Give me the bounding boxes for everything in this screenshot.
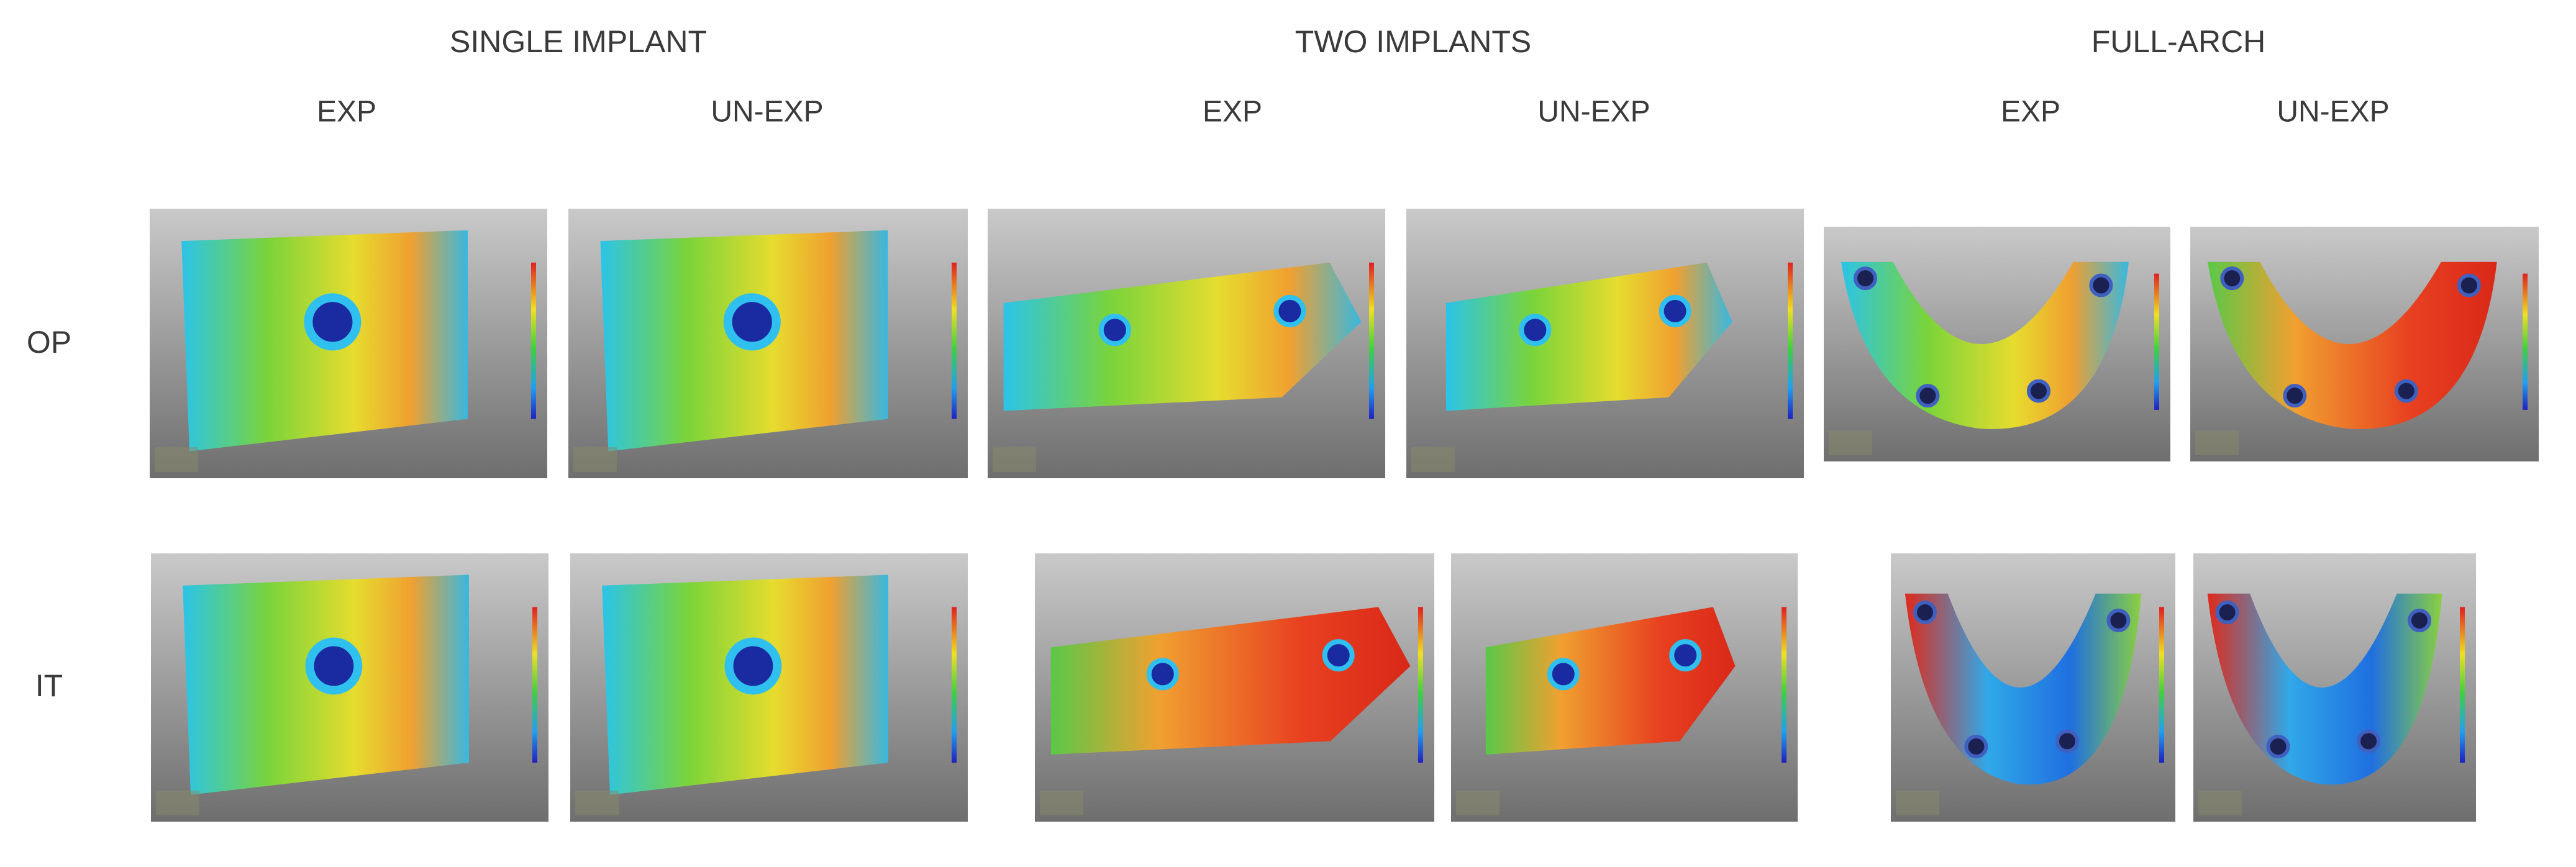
implant-site — [1322, 639, 1355, 672]
implant-site — [2106, 609, 2131, 632]
image-caption — [2198, 791, 2242, 815]
implant-site — [723, 293, 781, 351]
color-scale — [2159, 607, 2164, 763]
implant-site — [1547, 658, 1580, 691]
group-title: TWO IMPLANTS — [1295, 24, 1532, 59]
implant-site — [2394, 379, 2418, 403]
column-label: UN-EXP — [711, 96, 823, 129]
scan-image — [150, 209, 547, 478]
scan-surface — [1905, 593, 2142, 785]
scan-image — [2190, 227, 2539, 461]
color-scale — [1782, 607, 1786, 763]
image-caption — [156, 791, 199, 815]
implant-site — [1964, 735, 1988, 759]
implant-site — [2357, 729, 2381, 753]
scan-surface — [1841, 261, 2129, 429]
implant-site — [304, 293, 362, 351]
image-caption — [573, 447, 617, 472]
implant-site — [305, 637, 363, 695]
scan-image — [1035, 553, 1434, 822]
implant-site — [2220, 266, 2244, 291]
color-scale — [531, 262, 536, 419]
row-label: IT — [35, 668, 63, 703]
group-title: FULL-ARCH — [2091, 24, 2266, 59]
image-caption — [155, 447, 198, 472]
implant-site — [2055, 729, 2079, 753]
color-scale — [1788, 262, 1793, 419]
column-label: EXP — [2001, 96, 2060, 129]
color-scale — [952, 262, 957, 419]
scan-image — [151, 553, 548, 822]
implant-site — [1853, 266, 1877, 291]
implant-site — [2026, 379, 2050, 403]
row-label: OP — [27, 325, 71, 360]
implant-site — [2215, 601, 2239, 625]
scan-image — [988, 209, 1385, 478]
implant-site — [1916, 384, 1940, 408]
column-label: UN-EXP — [2277, 96, 2389, 129]
implant-site — [724, 637, 782, 695]
image-caption — [993, 447, 1036, 472]
column-label: EXP — [317, 96, 376, 129]
scan-image — [1824, 227, 2170, 461]
implant-site — [2266, 735, 2290, 759]
implant-site — [1519, 314, 1552, 347]
group-title: SINGLE IMPLANT — [450, 24, 707, 59]
color-scale — [1418, 607, 1423, 763]
scan-image — [1406, 209, 1804, 478]
scan-surface — [1050, 607, 1411, 755]
image-caption — [575, 791, 619, 815]
implant-site — [1659, 294, 1691, 327]
scan-image — [568, 209, 968, 478]
image-caption — [2195, 430, 2239, 455]
implant-site — [2089, 273, 2113, 297]
color-scale — [1369, 262, 1374, 419]
implant-site — [2408, 609, 2431, 632]
scan-surface — [1003, 262, 1362, 411]
scan-image — [1891, 553, 2175, 822]
scan-surface — [1446, 262, 1732, 411]
color-scale — [952, 607, 957, 763]
implant-site — [2457, 273, 2481, 297]
column-label: EXP — [1203, 96, 1262, 129]
color-scale — [2460, 607, 2465, 763]
scan-surface — [2208, 261, 2497, 429]
image-caption — [1040, 791, 1083, 815]
image-caption — [1456, 791, 1500, 815]
image-caption — [1896, 791, 1939, 815]
image-caption — [1411, 447, 1455, 472]
implant-site — [1146, 658, 1179, 691]
implant-site — [1913, 601, 1937, 625]
column-label: UN-EXP — [1537, 96, 1650, 129]
implant-site — [1273, 294, 1306, 327]
scan-surface — [1485, 607, 1736, 755]
implant-site — [1098, 314, 1131, 347]
scan-image — [2193, 553, 2476, 822]
implant-site — [1669, 639, 1702, 672]
scan-surface — [2207, 593, 2442, 785]
image-caption — [1829, 430, 1872, 455]
color-scale — [2523, 273, 2528, 410]
color-scale — [2154, 273, 2159, 410]
implant-site — [2283, 384, 2307, 408]
scan-image — [1451, 553, 1798, 822]
scan-image — [570, 553, 968, 822]
color-scale — [532, 607, 537, 763]
